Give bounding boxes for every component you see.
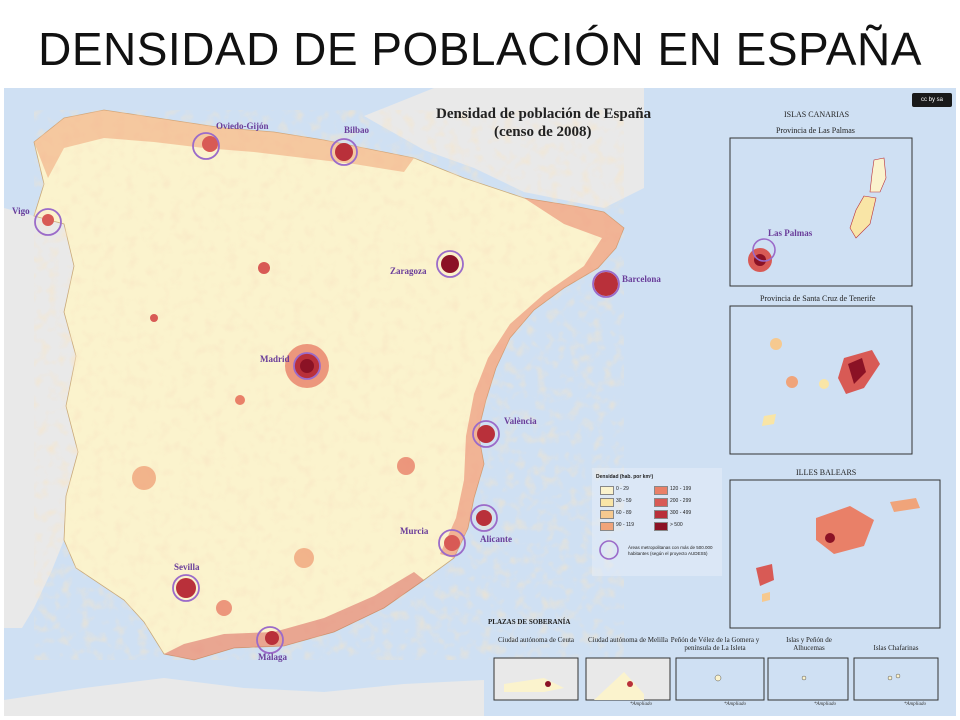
plaza-box-ceuta <box>493 657 579 701</box>
plaza-label-chafarinas: Islas Chafarinas <box>873 644 919 652</box>
slide-title: DENSIDAD DE POBLACIÓN EN ESPAÑA <box>38 23 922 75</box>
legend-label: 200 - 299 <box>670 498 692 504</box>
africa-area <box>4 678 484 716</box>
legend-swatch <box>654 510 668 519</box>
city-label-alicante: Alicante <box>480 534 512 544</box>
metro-circle-alicante <box>470 504 498 532</box>
metro-circle-malaga <box>256 626 284 654</box>
legend-label: 60 - 89 <box>616 510 632 516</box>
metro-circles <box>34 132 620 654</box>
legend-metro-note: Áreas metropolitanas con más de 500.000 … <box>628 545 713 556</box>
metro-circle-sevilla <box>172 574 200 602</box>
legend-label: 90 - 119 <box>616 522 634 528</box>
city-label-sevilla: Sevilla <box>174 562 200 572</box>
city-label-valencia: València <box>504 416 537 426</box>
legend-swatch <box>600 498 614 507</box>
legend-title: Densidad (hab. por km²) <box>596 474 654 480</box>
plaza-label-alhucemas: Islas y Peñón de Alhucemas <box>786 636 832 652</box>
plaza-note-melilla: *Ampliado <box>630 702 652 707</box>
plaza-label-velez: Peñón de Vélez de la Gomera y península … <box>670 636 760 652</box>
plaza-label-melilla: Ciudad autónoma de Melilla <box>588 636 668 644</box>
city-label-las-palmas: Las Palmas <box>768 228 813 238</box>
legend-swatch <box>654 498 668 507</box>
plaza-box-alhucemas <box>767 657 849 701</box>
city-label-madrid: Madrid <box>260 354 290 364</box>
city-label-vigo: Vigo <box>12 206 30 216</box>
map-title: Densidad de población de España <box>436 106 652 122</box>
metro-circle-barcelona <box>592 270 620 298</box>
plaza-note-chafarinas: *Ampliado <box>904 702 926 707</box>
city-label-bilbao: Bilbao <box>344 125 370 135</box>
map-canvas <box>4 88 956 716</box>
plaza-box-chafarinas <box>853 657 939 701</box>
plaza-note-velez: *Ampliado <box>724 702 746 707</box>
legend-metro-symbol <box>599 540 619 560</box>
city-label-barcelona: Barcelona <box>622 274 661 284</box>
legend-label: 30 - 59 <box>616 498 632 504</box>
metro-circle-oviedo <box>192 132 220 160</box>
inset-title-baleares: ILLES BALEARS <box>796 468 857 477</box>
legend-label: 0 - 29 <box>616 486 629 492</box>
metro-circle-valencia <box>472 420 500 448</box>
metro-circle-bilbao <box>330 138 358 166</box>
city-label-malaga: Málaga <box>258 652 287 662</box>
legend-label: 120 - 199 <box>670 486 692 492</box>
city-label-zaragoza: Zaragoza <box>390 266 427 276</box>
inset-title-tenerife: Provincia de Santa Cruz de Tenerife <box>760 294 876 303</box>
city-label-oviedo-gijon: Oviedo-Gijón <box>216 121 269 131</box>
metro-circle-madrid <box>293 352 321 380</box>
spain-mainland <box>33 109 625 661</box>
plaza-note-alhucemas: *Ampliado <box>814 702 836 707</box>
france-area <box>364 88 644 208</box>
metro-circle-las-palmas <box>752 238 776 262</box>
legend-label: 300 - 499 <box>670 510 692 516</box>
metro-circle-zaragoza <box>436 250 464 278</box>
metro-circle-vigo <box>34 208 62 236</box>
portugal-area <box>4 208 78 628</box>
legend-label: > 500 <box>670 522 683 528</box>
legend-swatch <box>654 522 668 531</box>
inset-title-las-palmas: Provincia de Las Palmas <box>776 126 855 135</box>
legend-swatch <box>600 486 614 495</box>
plazas-title: PLAZAS DE SOBERANÍA <box>488 618 571 626</box>
legend-swatch <box>600 510 614 519</box>
population-density-map: Densidad de población de España (censo d… <box>4 88 956 716</box>
legend-swatch <box>600 522 614 531</box>
map-subtitle: (censo de 2008) <box>494 124 592 140</box>
legend-swatch <box>654 486 668 495</box>
city-label-murcia: Murcia <box>400 526 429 536</box>
metro-circle-murcia <box>438 529 466 557</box>
plaza-label-ceuta: Ciudad autónoma de Ceuta <box>497 636 574 644</box>
inset-title-canarias: ISLAS CANARIAS <box>784 110 850 119</box>
license-badge: cc by sa <box>912 93 952 107</box>
